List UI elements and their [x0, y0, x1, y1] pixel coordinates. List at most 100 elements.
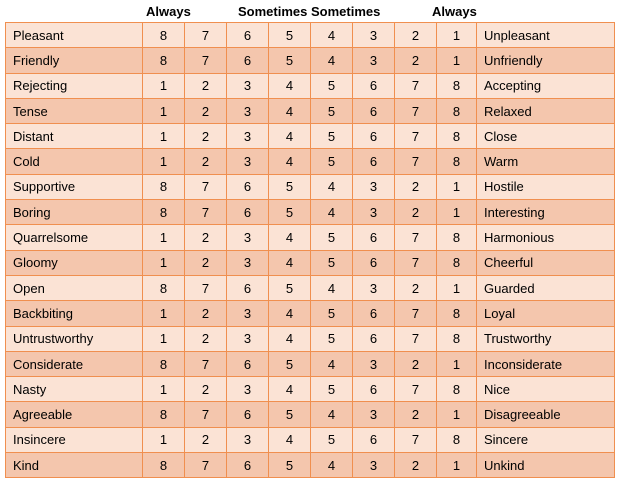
scale-value: 4 [268, 249, 311, 276]
scale-value: 5 [268, 173, 311, 201]
right-adjective: Loyal [476, 300, 615, 327]
scale-value: 6 [226, 401, 269, 428]
scale-value: 5 [310, 224, 353, 251]
scale-value: 5 [268, 199, 311, 226]
scale-value: 1 [142, 123, 185, 150]
scale-value: 5 [310, 249, 353, 276]
left-adjective: Untrustworthy [5, 325, 143, 352]
table-row: Open 8 7 6 5 4 3 2 1 Guarded [5, 274, 615, 302]
right-adjective: Accepting [476, 72, 615, 99]
scale-value: 7 [184, 350, 227, 378]
scale-value: 7 [394, 148, 437, 175]
scale-value: 5 [268, 401, 311, 428]
scale-value: 3 [352, 452, 395, 479]
scale-value: 4 [310, 452, 353, 479]
scale-value: 2 [184, 426, 227, 454]
scale-value: 6 [226, 350, 269, 378]
left-adjective: Quarrelsome [5, 224, 143, 251]
scale-value: 3 [352, 21, 395, 49]
scale-value: 5 [310, 97, 353, 125]
table-row: Friendly 8 7 6 5 4 3 2 1 Unfriendly [5, 47, 615, 74]
table-row: Considerate 8 7 6 5 4 3 2 1 Inconsiderate [5, 350, 615, 378]
scale-value: 3 [226, 148, 269, 175]
scale-value: 8 [142, 173, 185, 201]
scale-value: 6 [352, 376, 395, 403]
scale-value: 1 [142, 97, 185, 125]
scale-value: 2 [184, 224, 227, 251]
table-row: Cold 1 2 3 4 5 6 7 8 Warm [5, 148, 615, 175]
table-row: Distant 1 2 3 4 5 6 7 8 Close [5, 123, 615, 150]
scale-value: 8 [142, 401, 185, 428]
right-adjective: Guarded [476, 274, 615, 302]
scale-value: 4 [310, 274, 353, 302]
scale-value: 6 [226, 452, 269, 479]
right-adjective: Sincere [476, 426, 615, 454]
scale-value: 4 [268, 97, 311, 125]
right-adjective: Hostile [476, 173, 615, 201]
scale-value: 2 [394, 350, 437, 378]
scale-value: 8 [142, 350, 185, 378]
right-adjective: Close [476, 123, 615, 150]
right-adjective: Trustworthy [476, 325, 615, 352]
scale-value: 4 [268, 325, 311, 352]
scale-value: 4 [310, 199, 353, 226]
right-adjective: Unpleasant [476, 21, 615, 49]
right-adjective: Unkind [476, 452, 615, 479]
right-adjective: Harmonious [476, 224, 615, 251]
scale-value: 2 [184, 376, 227, 403]
scale-value: 1 [142, 300, 185, 327]
left-adjective: Backbiting [5, 300, 143, 327]
scale-value: 3 [226, 97, 269, 125]
scale-value: 7 [394, 426, 437, 454]
scale-value: 2 [184, 300, 227, 327]
scale-value: 7 [184, 452, 227, 479]
right-adjective: Cheerful [476, 249, 615, 276]
scale-value: 6 [226, 47, 269, 74]
table-row: Quarrelsome 1 2 3 4 5 6 7 8 Harmonious [5, 224, 615, 251]
scale-value: 8 [436, 426, 477, 454]
scale-value: 8 [436, 325, 477, 352]
scale-value: 6 [226, 173, 269, 201]
scale-value: 5 [268, 350, 311, 378]
scale-value: 1 [436, 401, 477, 428]
scale-value: 3 [352, 199, 395, 226]
scale-value: 7 [394, 376, 437, 403]
table-row: Kind 8 7 6 5 4 3 2 1 Unkind [5, 452, 615, 479]
scale-value: 2 [394, 173, 437, 201]
semantic-differential-table: Pleasant 8 7 6 5 4 3 2 1 Unpleasant Friendly 8 7 6 5 4 3… [5, 21, 615, 479]
scale-value: 2 [394, 274, 437, 302]
scale-value: 8 [142, 452, 185, 479]
left-adjective: Rejecting [5, 72, 143, 99]
scale-value: 1 [436, 274, 477, 302]
scale-value: 5 [310, 300, 353, 327]
right-adjective: Unfriendly [476, 47, 615, 74]
scale-value: 1 [436, 21, 477, 49]
scale-value: 5 [268, 274, 311, 302]
scale-value: 8 [436, 97, 477, 125]
left-adjective: Cold [5, 148, 143, 175]
header-always-left: Always [146, 4, 191, 19]
left-adjective: Pleasant [5, 21, 143, 49]
left-adjective: Friendly [5, 47, 143, 74]
scale-value: 6 [352, 300, 395, 327]
scale-value: 8 [142, 274, 185, 302]
scale-value: 3 [226, 224, 269, 251]
scale-value: 4 [310, 21, 353, 49]
scale-value: 6 [352, 224, 395, 251]
scale-value: 6 [352, 426, 395, 454]
scale-value: 7 [394, 123, 437, 150]
left-adjective: Nasty [5, 376, 143, 403]
scale-value: 6 [352, 148, 395, 175]
scale-value: 8 [142, 21, 185, 49]
scale-value: 6 [352, 249, 395, 276]
scale-value: 2 [184, 148, 227, 175]
table-row: Pleasant 8 7 6 5 4 3 2 1 Unpleasant [5, 21, 615, 49]
scale-value: 8 [436, 123, 477, 150]
left-adjective: Considerate [5, 350, 143, 378]
scale-value: 8 [436, 300, 477, 327]
header-sometimes-left: Sometimes [238, 4, 308, 19]
right-adjective: Nice [476, 376, 615, 403]
table-row: Insincere 1 2 3 4 5 6 7 8 Sincere [5, 426, 615, 454]
scale-value: 3 [226, 72, 269, 99]
left-adjective: Insincere [5, 426, 143, 454]
